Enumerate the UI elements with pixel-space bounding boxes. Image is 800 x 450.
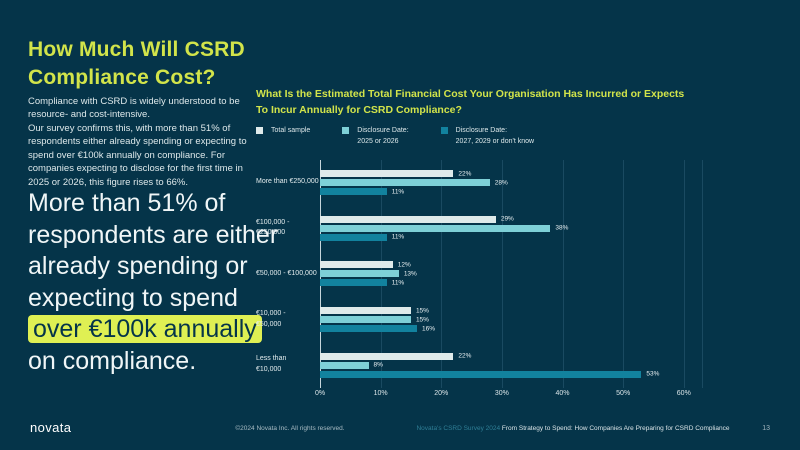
gridline-50: [623, 160, 625, 388]
chart-row: €100,000 - €250,000 29% 38% 11%: [256, 206, 702, 252]
bar-value-label: 8%: [373, 361, 383, 369]
category-label: €50,000 - €100,000: [256, 269, 317, 277]
legend-swatch: [342, 127, 350, 134]
category-label: Less than €10,000: [256, 355, 287, 374]
bar-value-label: 15%: [415, 307, 429, 315]
bar-disclosure-date-2027-2029-or-don-t-know: 16%: [320, 325, 435, 333]
chart-row: Less than €10,000 22% 8% 53%: [256, 342, 702, 388]
bar-value-label: 28%: [494, 179, 508, 187]
novata-logo: novata: [30, 420, 72, 435]
bar-group: 22% 28% 11%: [320, 168, 702, 197]
page-number: 13: [762, 425, 770, 432]
bar-value-label: 12%: [397, 261, 411, 269]
intro-paragraph: Compliance with CSRD is widely understoo…: [28, 96, 247, 188]
bar-disclosure-date-2025-or-2026: 28%: [320, 179, 508, 187]
bar-disclosure-date-2025-or-2026: 15%: [320, 316, 429, 324]
bar-value-label: 15%: [415, 316, 429, 324]
x-tick-label: 40%: [555, 390, 570, 397]
bar-value-label: 11%: [391, 188, 405, 196]
legend-item-3: Disclosure Date: 2027, 2029 or don't kno…: [440, 126, 535, 148]
bar-disclosure-date-2025-or-2026: 8%: [320, 361, 383, 369]
legend-label: Disclosure Date: 2025 or 2026: [357, 127, 409, 145]
bar-disclosure-date-2025-or-2026: 38%: [320, 224, 568, 232]
bar-value-label: 38%: [555, 224, 569, 232]
bar-chart: More than €250,000 22% 28% 11% €100,000 - €2…: [256, 160, 703, 388]
legend-label: Disclosure Date: 2027, 2029 or don't kno…: [455, 127, 535, 145]
bar-value-label: 16%: [422, 325, 436, 333]
chart-row: €50,000 - €100,000 12% 13% 11%: [256, 251, 702, 297]
statement-text-after: on compliance.: [28, 346, 197, 375]
x-tick-label: 60%: [676, 390, 691, 397]
bar-value-label: 11%: [391, 233, 405, 241]
x-tick-label: 10%: [373, 390, 388, 397]
bar-value-label: 53%: [646, 370, 660, 378]
gridline-30: [501, 160, 503, 388]
x-tick-label: 20%: [434, 390, 449, 397]
gridline-20: [441, 160, 443, 388]
legend-label: Total sample: [271, 127, 311, 134]
x-axis-ticks: 0% 10% 20% 30% 40% 50% 60%: [315, 390, 702, 402]
statement-text-before: More than 51% of respondents are either …: [28, 189, 279, 312]
chart-row: €10,000 - €50,000 15% 15% 16%: [256, 297, 702, 343]
bar-value-label: 29%: [500, 215, 514, 223]
category-label: More than €250,000: [256, 178, 319, 186]
bar-value-label: 22%: [458, 170, 472, 178]
bar-disclosure-date-2027-2029-or-don-t-know: 11%: [320, 188, 404, 196]
copyright-text: ©2024 Novata Inc. All rights reserved.: [235, 425, 345, 432]
legend-swatch: [256, 127, 263, 134]
chart-title: What Is the Estimated Total Financial Co…: [256, 88, 685, 117]
legend-item-1: Total sample: [256, 126, 310, 148]
page-title: How Much Will CSRD Compliance Cost?: [28, 38, 245, 89]
bar-total-sample: 15%: [320, 307, 429, 315]
gridline-60: [683, 160, 685, 388]
highlighted-text: over €100k annually: [28, 315, 262, 343]
source-text: Novata's CSRD Survey 2024 From Strategy …: [398, 425, 748, 432]
bar-value-label: 22%: [458, 352, 472, 360]
bar-disclosure-date-2025-or-2026: 13%: [320, 270, 417, 278]
bar-total-sample: 22%: [320, 352, 471, 360]
bar-total-sample: 12%: [320, 261, 411, 269]
x-tick-label: 30%: [494, 390, 509, 397]
chart-rows: More than €250,000 22% 28% 11% €100,000 - €2…: [256, 160, 702, 388]
bar-total-sample: 22%: [320, 170, 471, 178]
bar-value-label: 13%: [403, 270, 417, 278]
gridline-40: [562, 160, 564, 388]
footer: novata ©2024 Novata Inc. All rights rese…: [0, 416, 800, 446]
key-statement: More than 51% of respondents are either …: [28, 188, 290, 377]
bar-group: 29% 38% 11%: [320, 214, 702, 243]
bar-disclosure-date-2027-2029-or-don-t-know: 11%: [320, 233, 404, 241]
bar-group: 15% 15% 16%: [320, 305, 702, 334]
source-report-title: From Strategy to Spend: How Companies Ar…: [500, 425, 730, 432]
bar-group: 12% 13% 11%: [320, 259, 702, 288]
gridline-right-edge: [702, 160, 703, 388]
legend-swatch: [440, 127, 448, 134]
bar-group: 22% 8% 53%: [320, 351, 702, 380]
x-tick-label: 0%: [314, 390, 326, 397]
chart-legend: Total sample Disclosure Date: 2025 or 202…: [256, 126, 534, 148]
legend-item-2: Disclosure Date: 2025 or 2026: [342, 126, 409, 148]
source-survey-name: Novata's CSRD Survey 2024: [416, 425, 501, 432]
category-label: €100,000 - €250,000: [256, 218, 290, 237]
bar-total-sample: 29%: [320, 215, 514, 223]
x-tick-label: 50%: [616, 390, 631, 397]
bar-disclosure-date-2027-2029-or-don-t-know: 53%: [320, 370, 659, 378]
chart-row: More than €250,000 22% 28% 11%: [256, 160, 702, 206]
category-label: €10,000 - €50,000: [256, 309, 286, 328]
bar-value-label: 11%: [391, 279, 405, 287]
bar-disclosure-date-2027-2029-or-don-t-know: 11%: [320, 279, 404, 287]
